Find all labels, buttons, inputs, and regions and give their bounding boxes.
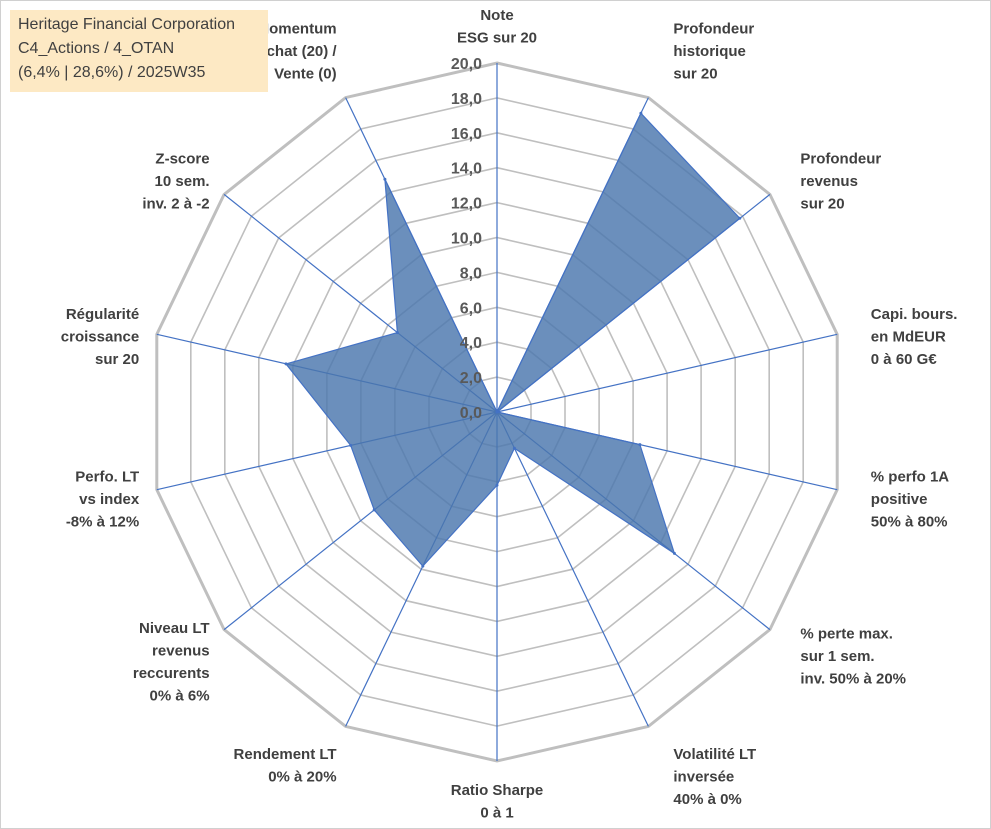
tick-label: 6,0 (460, 300, 482, 317)
title-line-1: Heritage Financial Corporation (18, 16, 235, 33)
tick-layer: 0,0 2,0 4,0 6,0 8,0 10,0 12,0 14,0 16,0 18,0 20,0 (451, 56, 482, 422)
axis-label: Régularité croissance sur 20 (61, 306, 139, 368)
tick-label: 0,0 (460, 405, 482, 422)
axis-label: Note ESG sur 20 (457, 7, 537, 47)
axis-label: Profondeur historique sur 20 (673, 21, 754, 83)
axis-label: Volatilité LT inversée 40% à 0% (673, 746, 756, 808)
axis-label: Profondeur revenus sur 20 (800, 150, 881, 212)
axis-label: Niveau LT revenus reccurents 0% à 6% (133, 620, 210, 705)
axis-label: Z-score 10 sem. inv. 2 à -2 (142, 150, 209, 212)
data-point (372, 508, 376, 512)
axis-label: Momentum Achat (20) / Vente (0) (256, 21, 338, 83)
data-point (638, 443, 642, 447)
axis-spoke (496, 411, 649, 727)
data-point (395, 331, 399, 335)
axis-label: Perfo. LT vs index -8% à 12% (66, 469, 140, 531)
axis-label: Capi. bours. en MdEUR 0 à 60 G€ (871, 306, 958, 368)
data-point (284, 362, 288, 366)
data-point (738, 216, 742, 220)
axis-label: % perte max. sur 1 sem. inv. 50% à 20% (800, 626, 906, 688)
tick-label: 20,0 (451, 56, 482, 73)
label-layer: Note ESG sur 20 Profondeur historique sur 20… (61, 7, 958, 822)
tick-label: 18,0 (451, 91, 482, 108)
axis-label: Rendement LT 0% à 20% (234, 746, 337, 786)
tick-label: 12,0 (451, 196, 482, 213)
tick-label: 2,0 (460, 370, 482, 387)
data-point (383, 177, 387, 181)
tick-label: 14,0 (451, 161, 482, 178)
data-point (349, 443, 353, 447)
data-point (495, 483, 499, 487)
title-line-3: (6,4% | 28,6%) / 2025W35 (18, 64, 206, 81)
series-area (284, 112, 741, 568)
axis-spoke (496, 333, 838, 413)
tick-label: 10,0 (451, 231, 482, 248)
data-point (495, 410, 499, 414)
tick-label: 4,0 (460, 335, 482, 352)
chart-title: Heritage Financial Corporation C4_Action… (10, 10, 268, 92)
axis-label: Ratio Sharpe 0 à 1 (451, 782, 544, 822)
tick-label: 8,0 (460, 265, 482, 282)
axis-label: % perfo 1A positive 50% à 80% (871, 469, 950, 531)
data-point (512, 446, 516, 450)
title-line-2: C4_Actions / 4_OTAN (18, 40, 175, 57)
data-point (639, 111, 643, 115)
series-layer (284, 111, 742, 568)
data-point (421, 564, 425, 568)
tick-label: 16,0 (451, 126, 482, 143)
data-point (672, 551, 676, 555)
